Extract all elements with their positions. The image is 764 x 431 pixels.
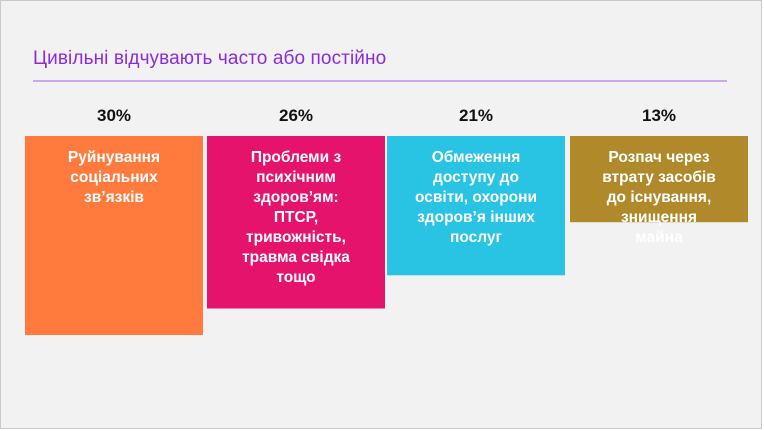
category-label-4-line-2: втрату засобів [602, 169, 716, 186]
bar-2 [207, 136, 385, 309]
chart-title: Цивільні відчувають часто або постійно [33, 48, 387, 69]
category-label-4-line-5: майна [635, 229, 683, 246]
category-label-4-line-1: Розпач через [608, 149, 710, 166]
category-label-2-line-6: травма свідка [242, 249, 350, 266]
category-label-2-line-2: психічним [256, 169, 336, 186]
category-label-2-line-7: тощо [276, 269, 315, 286]
category-label-3-line-4: здоров’я інших [417, 209, 535, 226]
category-label-3-line-1: Обмеження [432, 149, 520, 166]
category-label-2-line-4: ПТСР, [274, 209, 318, 226]
category-label-3-line-3: освіти, охорони [415, 189, 537, 206]
bar-4 [570, 136, 748, 223]
value-label-4: 13% [642, 106, 676, 125]
category-label-2-line-3: здоров’ям: [253, 189, 338, 206]
category-label-1-line-2: соціальних [70, 169, 158, 186]
category-label-4-line-3: до існування, [607, 189, 712, 206]
category-label-2-line-1: Проблеми з [251, 149, 342, 166]
category-label-1-line-1: Руйнування [68, 149, 160, 166]
value-label-1: 30% [97, 106, 131, 125]
category-label-3-line-2: доступу до [433, 169, 519, 186]
bar-3 [387, 136, 565, 276]
value-label-2: 26% [279, 106, 313, 125]
value-label-3: 21% [459, 106, 493, 125]
category-label-2-line-5: тривожність, [246, 229, 346, 246]
bar-1 [25, 136, 203, 335]
category-label-4-line-4: знищення [621, 209, 697, 226]
title-underline [33, 80, 727, 82]
category-label-1-line-3: зв’язків [84, 189, 144, 206]
category-label-3-line-5: послуг [450, 229, 503, 246]
